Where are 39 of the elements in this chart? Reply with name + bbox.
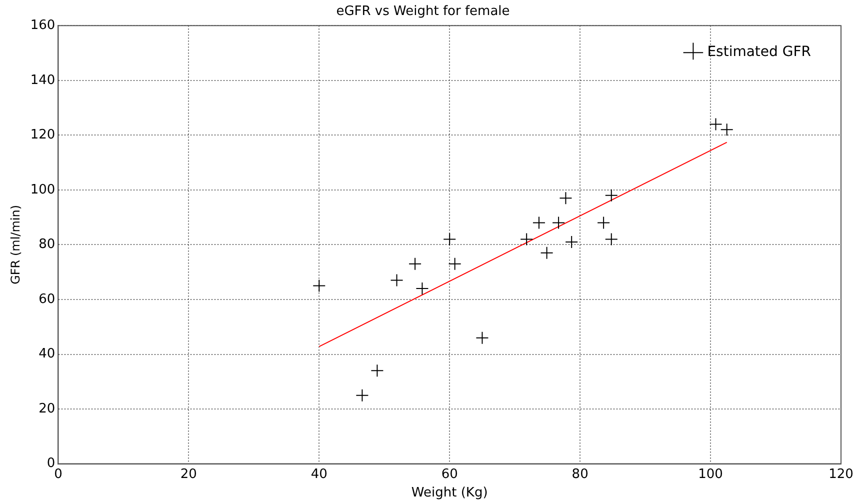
point	[356, 388, 369, 402]
y-tick-label: 40	[38, 346, 56, 362]
point	[559, 192, 572, 205]
point	[416, 282, 429, 296]
point	[709, 118, 722, 131]
point	[520, 232, 534, 246]
point	[476, 331, 489, 344]
x-tick-label: 100	[698, 466, 723, 482]
point	[408, 257, 422, 270]
point	[565, 235, 578, 248]
x-tick-label: 120	[828, 466, 854, 482]
x-tick-label: 60	[441, 466, 458, 482]
point	[370, 364, 384, 378]
y-tick-label: 160	[30, 18, 56, 33]
y-tick-label: 0	[46, 456, 56, 472]
point	[532, 216, 546, 230]
y-tick-label: 80	[38, 237, 56, 252]
point	[540, 246, 554, 260]
point	[390, 274, 404, 287]
point	[443, 232, 456, 246]
point	[312, 279, 326, 292]
point	[604, 188, 618, 202]
y-tick-label: 140	[30, 72, 56, 88]
point	[448, 257, 462, 270]
y-tick-label: 60	[38, 292, 56, 307]
y-axis-title: GFR (ml/min)	[8, 204, 22, 284]
point	[552, 216, 566, 230]
y-tick-label: 120	[30, 128, 56, 143]
x-axis-title: Weight (Kg)	[411, 486, 488, 501]
point	[597, 216, 610, 230]
chart-title: eGFR vs Weight for female	[336, 4, 510, 20]
x-tick-label: 20	[180, 466, 197, 482]
point	[720, 123, 734, 136]
y-tick-label: 20	[38, 401, 56, 416]
x-tick-label: 40	[310, 466, 328, 482]
legend-label: Estimated GFR	[707, 44, 812, 60]
y-tick-label: 100	[30, 182, 56, 198]
point	[604, 232, 618, 246]
x-tick-label: 80	[572, 466, 588, 482]
